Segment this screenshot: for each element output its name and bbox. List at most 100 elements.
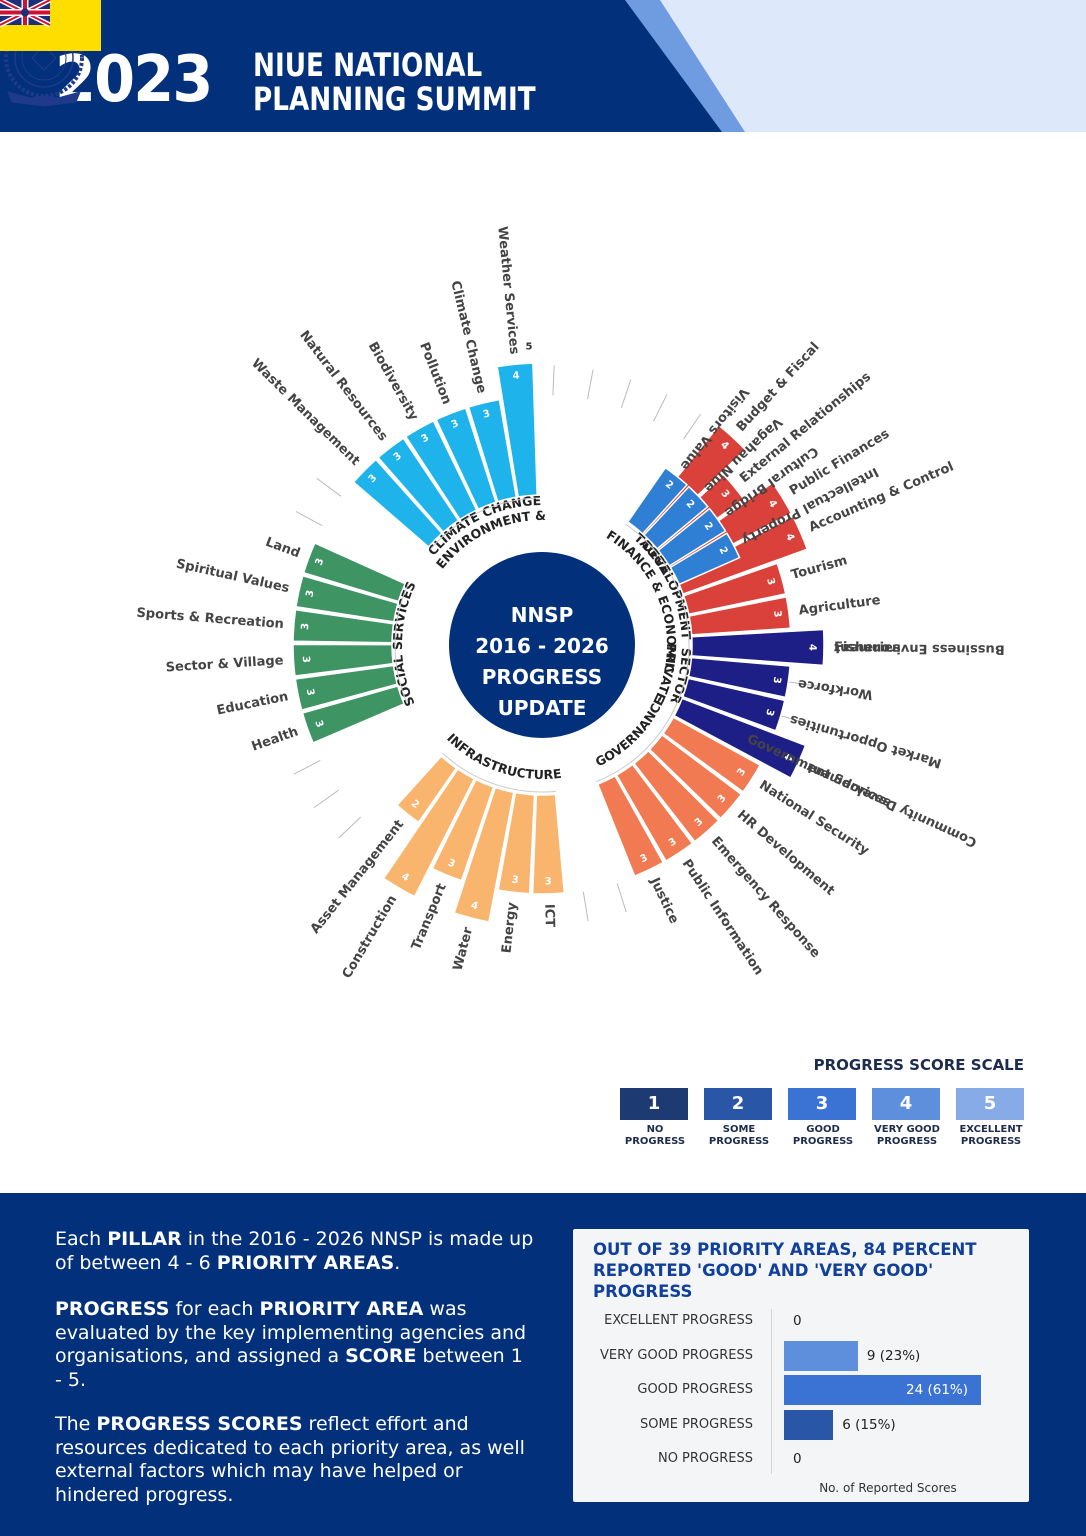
scale-item: 5 EXCELLENT PROGRESS	[956, 1088, 1026, 1148]
scale-label: VERY GOOD PROGRESS	[872, 1124, 942, 1148]
p1-b: PILLAR	[107, 1228, 182, 1250]
p2-a: PROGRESS	[55, 1298, 170, 1320]
scale-value-box: 5	[956, 1088, 1024, 1120]
summary-bar-value: 6 (15%)	[842, 1416, 896, 1433]
scale-label-line1: NO	[646, 1124, 664, 1135]
center-text-3: PROGRESS	[482, 665, 602, 689]
summary-bar	[784, 1409, 834, 1440]
area-label: Sports & Recreation	[136, 606, 284, 633]
scale-value-box: 4	[872, 1088, 940, 1120]
scale-label-line2: PROGRESS	[708, 1136, 770, 1147]
radial-bar	[301, 685, 406, 744]
radial-bar	[626, 466, 689, 535]
summary-chart-axis	[771, 1309, 772, 1474]
bar-score-label: 3	[735, 766, 748, 778]
bar-score-label: 3	[764, 577, 776, 587]
scale-title: PROGRESS SCORE SCALE	[813, 1056, 1024, 1074]
empty-slot-tick	[683, 413, 702, 440]
area-label: Energy	[499, 901, 520, 954]
summary-chart-card: OUT OF 39 PRIORITY AREAS, 84 PERCENT REP…	[573, 1229, 1029, 1502]
radial-bar	[295, 574, 399, 623]
bar-score-label: 3	[314, 557, 327, 567]
area-label: Education	[215, 689, 289, 718]
radial-bar	[302, 542, 407, 603]
summary-bar-label: EXCELLENT PROGRESS	[604, 1313, 753, 1328]
bar-score-label: 4	[512, 370, 520, 382]
empty-slot-tick	[620, 379, 632, 409]
scale-label: NO PROGRESS	[620, 1124, 690, 1148]
scale-label: GOOD PROGRESS	[788, 1124, 858, 1148]
area-label: Justice	[646, 875, 681, 927]
radial-bar	[690, 628, 825, 667]
bar-score-label: 4	[399, 871, 411, 884]
scale-label-line2: PROGRESS	[876, 1136, 938, 1147]
radial-bar	[292, 608, 395, 644]
area-label: Agriculture	[798, 593, 882, 619]
scale-label-line2: PROGRESS	[960, 1136, 1022, 1147]
area-label: Land	[263, 535, 302, 562]
header-banner: 2023 NIUE NATIONAL PLANNING SUMMIT	[0, 0, 1086, 132]
p1-a: Each	[55, 1228, 108, 1250]
area-label: Climate Change	[447, 279, 489, 395]
radial-bar	[648, 733, 743, 820]
area-label: Weather Services	[494, 226, 521, 356]
radial-empty-slots	[293, 365, 819, 922]
radial-bar	[435, 407, 497, 511]
scale-label-line1: VERY GOOD	[874, 1124, 940, 1135]
empty-slot-tick	[781, 715, 811, 726]
radial-bar	[382, 768, 476, 898]
center-text-1: NNSP	[511, 603, 574, 627]
p2-b: for each	[169, 1298, 260, 1320]
empty-slot-tick	[313, 789, 339, 809]
radial-bar	[377, 437, 460, 534]
radial-bar	[615, 763, 694, 862]
area-label: ICT	[541, 904, 557, 928]
summary-bar-value: 24 (61%)	[906, 1382, 969, 1398]
bar-score-label: 3	[300, 656, 311, 664]
empty-slot-tick	[293, 759, 321, 775]
p1-d: PRIORITY AREAS	[216, 1251, 395, 1274]
summary-chart-xlabel: No. of Reported Scores	[819, 1481, 957, 1495]
bar-score-label: 3	[771, 610, 783, 618]
area-label: Construction	[340, 893, 401, 982]
p2-e: SCORE	[345, 1345, 417, 1367]
scale-label-line2: PROGRESS	[624, 1136, 686, 1147]
radial-bar	[531, 793, 566, 895]
pillar-divider-arc	[624, 523, 678, 587]
empty-slot-tick	[587, 369, 594, 400]
radial-bar	[657, 507, 727, 567]
p2-f: between 1 - 5.	[55, 1345, 523, 1391]
p2-d: was evaluated by the key implementing ag…	[55, 1298, 527, 1367]
summit-title: NIUE NATIONAL PLANNING SUMMIT	[253, 48, 536, 116]
bar-score-label: 3	[420, 432, 432, 445]
radial-bar	[669, 532, 741, 586]
p2-c: PRIORITY AREA	[259, 1298, 424, 1320]
scale-item: 3 GOOD PROGRESS	[788, 1088, 858, 1148]
summary-bar-label: VERY GOOD PROGRESS	[600, 1347, 753, 1363]
empty-slot-tick	[295, 510, 323, 527]
summary-bar-label: GOOD PROGRESS	[637, 1382, 753, 1397]
area-label: Fisheries	[834, 640, 901, 656]
scale-label-line1: EXCELLENT	[959, 1124, 1023, 1135]
center-text-2: 2016 - 2026	[475, 634, 609, 658]
bar-score-label: 4	[783, 532, 796, 543]
radial-bar	[642, 485, 709, 550]
radial-bar	[292, 643, 395, 677]
summary-bar	[784, 1375, 981, 1405]
empty-slot-tick	[338, 816, 362, 839]
empty-slot-tick	[316, 478, 342, 497]
bar-score-label: 4	[806, 644, 817, 651]
radial-bar	[294, 664, 399, 711]
p3-b: PROGRESS SCORES	[96, 1413, 303, 1435]
bar-score-label: 3	[304, 589, 316, 598]
radial-bar	[682, 562, 787, 616]
bar-score-label: 3	[312, 719, 325, 729]
area-label: Water	[451, 925, 477, 972]
summary-bar	[784, 1340, 858, 1371]
summit-title-line1: NIUE NATIONAL	[253, 46, 483, 84]
p1-c: in the 2016 - 2026 NNSP is made up of be…	[55, 1228, 534, 1274]
bar-score-label: 3	[300, 622, 312, 630]
area-label: Health	[250, 724, 301, 754]
summary-chart-headline: OUT OF 39 PRIORITY AREAS, 84 PERCENT REP…	[593, 1240, 977, 1301]
scale-item: 1 NO PROGRESS	[620, 1088, 690, 1148]
